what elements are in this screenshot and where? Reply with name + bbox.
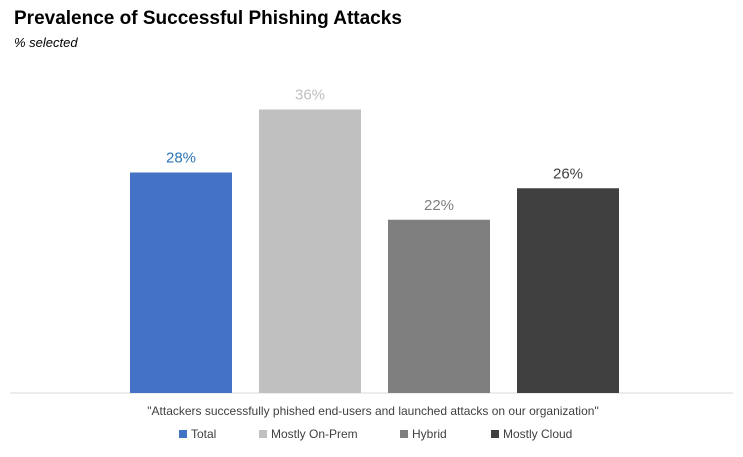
legend-label-mostly-on-prem: Mostly On-Prem — [271, 427, 358, 441]
value-label-mostly-on-prem: 36% — [295, 87, 325, 104]
legend-label-hybrid: Hybrid — [412, 427, 447, 441]
legend: Total Mostly On-Prem Hybrid Mostly Cloud — [179, 427, 572, 441]
legend-swatch-hybrid — [400, 430, 408, 438]
chart-title: Prevalence of Successful Phishing Attack… — [14, 8, 402, 29]
bar-total — [130, 172, 232, 393]
value-label-hybrid: 22% — [424, 197, 454, 214]
x-axis-label: "Attackers successfully phished end-user… — [147, 404, 598, 418]
legend-swatch-mostly-cloud — [491, 430, 499, 438]
legend-label-total: Total — [191, 427, 216, 441]
value-label-mostly-cloud: 26% — [553, 165, 583, 182]
bar-mostly-cloud — [517, 188, 619, 393]
legend-swatch-total — [179, 430, 187, 438]
value-label-total: 28% — [166, 150, 196, 167]
bar-hybrid — [388, 219, 490, 393]
bar-mostly-on-prem — [259, 109, 361, 393]
chart-subtitle: % selected — [14, 35, 78, 50]
bars-group — [130, 109, 619, 393]
value-labels-group: 28% 36% 22% 26% — [166, 87, 583, 214]
legend-swatch-mostly-on-prem — [259, 430, 267, 438]
legend-label-mostly-cloud: Mostly Cloud — [503, 427, 572, 441]
